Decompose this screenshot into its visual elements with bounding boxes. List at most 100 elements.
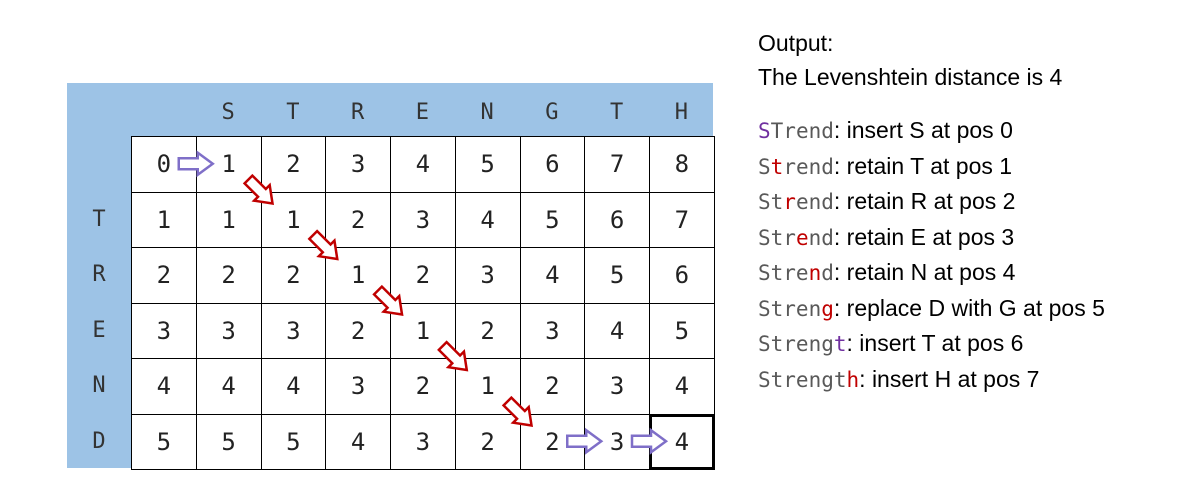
matrix-cell: 2: [131, 247, 197, 304]
matrix-cell: 6: [649, 247, 715, 304]
edit-step: Strend: retain N at pos 4: [758, 255, 1105, 291]
edit-step: Strend: retain T at pos 1: [758, 149, 1105, 185]
row-header: [67, 136, 131, 192]
matrix-cell: 3: [584, 358, 650, 415]
step-word-suffix: Trend: [770, 119, 834, 143]
step-word-highlight: n: [808, 261, 822, 285]
edit-step: Strend: retain R at pos 2: [758, 184, 1105, 220]
step-word-prefix: Str: [758, 225, 796, 250]
matrix-cell: 3: [454, 247, 521, 304]
matrix-cell: 3: [584, 413, 650, 470]
column-header: S: [221, 99, 235, 125]
matrix-cell: 4: [584, 302, 650, 359]
matrix-cell: 1: [454, 358, 521, 415]
matrix-cell: 5: [519, 191, 586, 248]
edit-step: Strend: retain E at pos 3: [758, 220, 1105, 256]
column-header: G: [545, 99, 559, 125]
step-word-highlight: t: [770, 154, 784, 179]
matrix-cell: 2: [519, 358, 586, 415]
edit-steps-list: STrend: insert S at pos 0 Strend: retain …: [758, 113, 1105, 397]
matrix-cell: 5: [649, 302, 715, 359]
step-word-prefix: Stre: [758, 261, 809, 285]
matrix-cell: 4: [131, 358, 197, 415]
step-word-highlight: t: [833, 332, 847, 356]
column-header: R: [351, 99, 365, 125]
matrix-cell: 3: [390, 191, 456, 248]
matrix-cell: 6: [519, 136, 586, 193]
row-header: T: [92, 206, 106, 232]
column-header: E: [415, 99, 429, 125]
matrix-cell: 7: [584, 136, 650, 193]
matrix-cell: 6: [584, 191, 650, 248]
matrix-cell: 5: [131, 413, 197, 470]
step-word-suffix: nd: [808, 225, 834, 250]
matrix-cell: 1: [390, 302, 456, 359]
step-word-prefix: Streng: [758, 332, 834, 356]
step-description: : retain T at pos 1: [833, 152, 1013, 179]
output-label: Output:: [758, 30, 834, 56]
matrix-cell: 1: [325, 247, 391, 304]
output-box: Output: The Levenshtein distance is 4: [758, 26, 1062, 94]
step-description: : replace D with G at pos 5: [833, 294, 1105, 321]
step-word-suffix: d: [821, 261, 834, 285]
edit-step: Strength: insert H at pos 7: [758, 362, 1105, 398]
matrix-cell: 2: [390, 358, 456, 415]
column-header: T: [610, 99, 624, 125]
step-word-prefix: Stren: [758, 296, 822, 321]
step-word-prefix: Strengt: [758, 367, 847, 392]
step-word-highlight: e: [795, 225, 809, 250]
matrix-cell: 8: [649, 136, 715, 193]
column-header: H: [674, 99, 688, 125]
matrix-cell: 4: [325, 413, 391, 470]
step-description: : insert H at pos 7: [859, 365, 1040, 392]
matrix-cell: 5: [260, 413, 327, 470]
matrix-cell: 5: [195, 413, 262, 470]
matrix-cell: 3: [325, 358, 391, 415]
matrix-cell: 2: [195, 247, 262, 304]
step-word-highlight: h: [846, 367, 860, 392]
matrix-cell: 5: [454, 136, 521, 193]
step-description: : insert S at pos 0: [833, 117, 1013, 143]
matrix-cell: 3: [195, 302, 262, 359]
step-description: : insert T at pos 6: [846, 330, 1024, 356]
step-word-suffix: rend: [783, 154, 834, 179]
matrix-cell: 4: [260, 358, 327, 415]
matrix-cell: 5: [584, 247, 650, 304]
matrix-cell: 3: [390, 413, 456, 470]
matrix-cell: 2: [260, 136, 327, 193]
step-description: : retain R at pos 2: [833, 188, 1016, 214]
matrix-cell: 1: [195, 191, 262, 248]
matrix-cell: 4: [649, 358, 715, 415]
step-word-highlight: r: [783, 190, 796, 214]
matrix-cell: 1: [131, 191, 197, 248]
matrix-cell: 2: [260, 247, 327, 304]
result-text: The Levenshtein distance is 4: [758, 64, 1063, 90]
step-word-suffix: end: [795, 190, 834, 214]
matrix-cell: 3: [260, 302, 327, 359]
matrix-cell: 4: [390, 136, 456, 193]
matrix-cell: 1: [260, 191, 327, 248]
matrix-cell: 3: [519, 302, 586, 359]
column-header: N: [480, 99, 494, 125]
step-word-prefix: S: [758, 154, 771, 179]
matrix-cell: 4: [195, 358, 262, 415]
matrix-cell: 4: [454, 191, 521, 248]
step-word-highlight: g: [821, 296, 834, 321]
final-distance-cell: 4: [649, 413, 715, 470]
matrix-cell: 2: [390, 247, 456, 304]
row-header: E: [92, 317, 106, 343]
matrix-cell: 2: [519, 413, 586, 470]
row-header: R: [92, 262, 106, 288]
step-word-highlight: S: [758, 119, 771, 143]
matrix-cell: 2: [454, 413, 521, 470]
step-description: : retain E at pos 3: [833, 223, 1015, 250]
matrix-cell: 7: [649, 191, 715, 248]
matrix-cell: 0: [131, 136, 197, 193]
step-word-prefix: St: [758, 190, 784, 214]
row-header: D: [92, 428, 106, 454]
matrix-cell: 1: [195, 136, 262, 193]
matrix-cell: 2: [325, 191, 391, 248]
matrix-cell: 3: [131, 302, 197, 359]
edit-step: Streng: replace D with G at pos 5: [758, 291, 1105, 327]
matrix-cell: 2: [325, 302, 391, 359]
